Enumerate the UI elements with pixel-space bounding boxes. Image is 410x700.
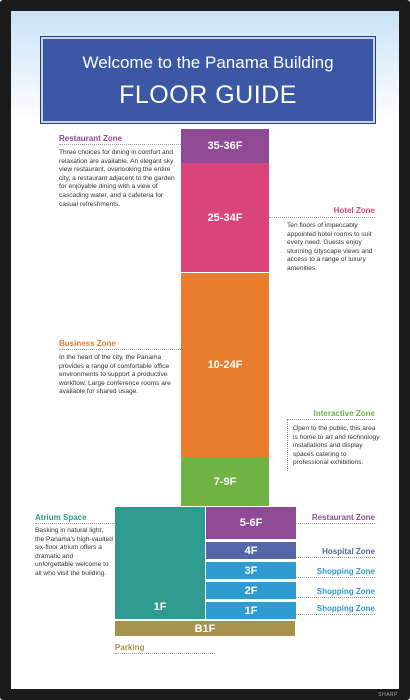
brand-logo: SHARP [378,692,398,698]
shopping-zone-2f-leader [296,597,375,598]
hospital-zone-title: Hospital Zone [322,547,375,556]
atrium-space-leader [35,523,115,524]
interactive-zone-vertical-leader [287,419,288,471]
floor-label-1f: 1F [244,604,258,617]
business-zone-description: In the heart of the city, the Panama pro… [59,354,171,396]
floor-label-5-6f: 5-6F [239,517,263,529]
restaurant-zone-title: Restaurant Zone [59,134,123,143]
floor-block-10-24f: 10-24F [181,273,269,457]
floor-label-7-9f: 7-9F [213,475,237,488]
shopping-zone-1f-leader [296,614,375,615]
parking-title: Parking [115,643,145,652]
floor-block-1f: 1F [206,602,296,619]
floor-label-2f: 2F [244,584,258,597]
floor-label-35-36f: 35-36F [207,140,243,152]
floor-block-7-9f: 7-9F [181,457,269,506]
atrium-space-title: Atrium Space [35,513,87,522]
hospital-zone-leader [296,557,375,558]
hotel-zone-leader [269,217,375,218]
hotel-zone-description: Ten floors of impeccably appointed hotel… [287,222,373,272]
interactive-zone-description: Open to the public, this area is home to… [293,425,380,467]
welcome-title: Welcome to the Panama Building [82,53,334,72]
floor-label-3f: 3F [244,564,258,577]
restaurant-zone-description: Three choices for dining in comfort and … [59,149,175,208]
floor-label-b1f: B1F [194,622,216,635]
restaurant-zone-leader [59,144,181,145]
title-banner: Welcome to the Panama Building FLOOR GUI… [41,37,375,123]
floor-block-25-34f: 25-34F [181,163,269,272]
floor-block-4f: 4F [206,542,296,559]
floor-guide-title: FLOOR GUIDE [119,81,297,109]
atrium-floor-label: 1F [153,601,167,613]
restaurant-zone-lower-title: Restaurant Zone [311,513,375,522]
floor-label-25-34f: 25-34F [207,211,243,224]
shopping-zone-3f-title: Shopping Zone [316,567,375,576]
floor-block-b1f: B1F [115,621,295,636]
floor-block-5-6f: 5-6F [206,507,296,539]
floor-guide-screen: Welcome to the Panama Building FLOOR GUI… [11,11,399,689]
shopping-zone-3f-leader [296,577,375,578]
parking-leader [115,653,215,654]
floor-block-3f: 3F [206,562,296,579]
shopping-zone-1f-title: Shopping Zone [316,604,375,613]
shopping-zone-2f-title: Shopping Zone [316,587,375,596]
interactive-zone-title: Interactive Zone [313,409,375,418]
business-zone-title: Business Zone [59,339,116,348]
floor-block-2f: 2F [206,582,296,599]
interactive-zone-leader [287,419,375,420]
restaurant-zone-lower-leader [296,523,375,524]
atrium-space-description: Basking in natural light, the Panama's h… [35,527,113,577]
floor-block-35-36f: 35-36F [181,129,269,163]
floor-label-4f: 4F [244,544,258,557]
floor-label-10-24f: 10-24F [207,359,243,371]
hotel-zone-title: Hotel Zone [333,206,375,215]
business-zone-leader [59,349,181,350]
atrium-block-1f: 1F [115,507,205,619]
